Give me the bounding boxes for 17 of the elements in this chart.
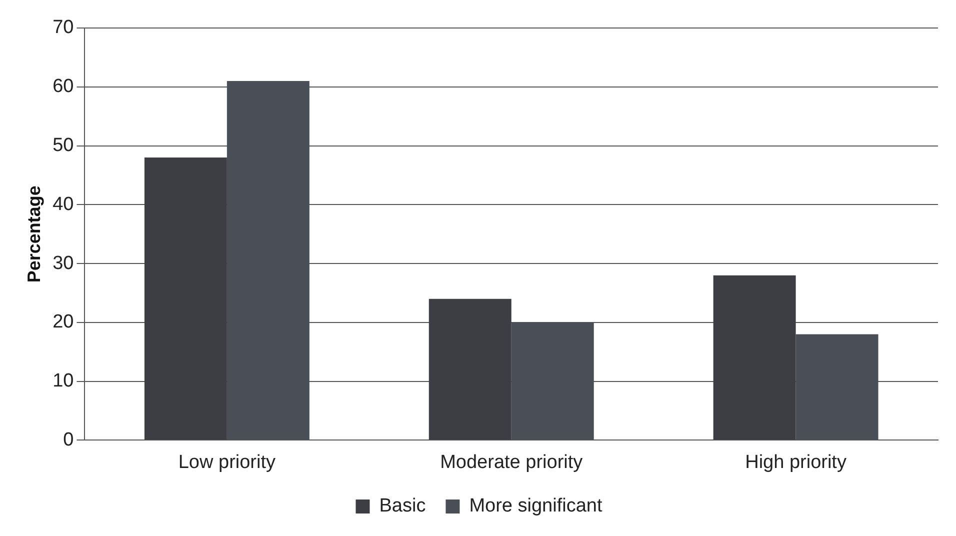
y-tick-label: 70 [52,17,74,38]
y-tick-label: 30 [52,252,74,274]
y-tick-label: 0 [63,429,74,450]
x-tick-label: High priority [745,452,847,473]
y-tick-label: 10 [52,370,74,392]
bar [713,275,796,440]
y-tick-label: 20 [52,312,74,333]
y-tick-label: 50 [52,135,74,156]
bar [144,158,227,440]
bar [428,298,512,440]
y-tick-label: 40 [52,194,74,215]
y-tick-label: 60 [52,76,74,98]
x-tick-label: Low priority [178,452,276,473]
y-axis-title: Percentage [24,186,44,283]
legend-label: Basic [379,496,426,517]
legend-label: More significant [469,496,603,517]
x-tick-label: Moderate priority [440,452,584,473]
